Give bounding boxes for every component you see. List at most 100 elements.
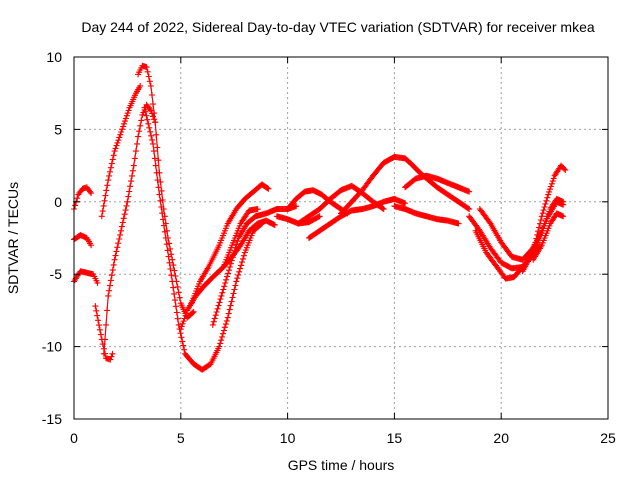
data-point xyxy=(153,169,160,176)
data-point xyxy=(213,309,220,315)
data-point xyxy=(215,302,222,309)
data-point xyxy=(264,185,271,192)
data-point xyxy=(129,167,136,174)
data-point xyxy=(466,188,473,195)
data-point xyxy=(110,261,117,268)
data-point xyxy=(104,182,111,189)
data-point xyxy=(224,273,231,280)
data-point xyxy=(107,356,114,363)
data-point xyxy=(108,160,115,167)
data-point xyxy=(538,213,545,220)
data-point xyxy=(172,297,178,304)
data-point xyxy=(168,272,175,279)
data-point xyxy=(254,206,261,213)
data-point xyxy=(539,210,546,217)
data-point xyxy=(228,298,235,305)
data-point xyxy=(182,312,189,319)
data-point xyxy=(137,122,144,129)
data-point xyxy=(560,198,567,205)
chart-title: Day 244 of 2022, Sidereal Day-to-day VTE… xyxy=(81,19,594,35)
data-point xyxy=(232,282,239,289)
data-layer xyxy=(71,62,569,373)
data-point xyxy=(114,139,121,146)
data-point xyxy=(562,166,569,173)
data-point xyxy=(117,131,124,138)
data-point xyxy=(102,192,109,199)
data-point xyxy=(402,200,409,207)
data-point xyxy=(74,195,81,202)
data-point xyxy=(234,275,241,282)
data-point xyxy=(177,326,184,333)
x-tick-label: 25 xyxy=(600,430,616,446)
data-point xyxy=(169,256,176,263)
data-point xyxy=(537,220,543,227)
data-point xyxy=(218,292,225,299)
data-point xyxy=(180,342,187,349)
data-point xyxy=(223,317,230,324)
plot-frame xyxy=(73,56,609,420)
data-point xyxy=(542,200,549,207)
data-point xyxy=(176,294,183,301)
data-point xyxy=(231,247,238,254)
data-point xyxy=(137,82,144,89)
data-point xyxy=(101,197,108,204)
data-point xyxy=(238,262,245,269)
data-point xyxy=(124,110,131,117)
data-point xyxy=(135,133,142,140)
data-point xyxy=(190,308,197,315)
data-point xyxy=(107,277,114,284)
data-point xyxy=(217,340,224,347)
data-point xyxy=(126,188,133,195)
y-axis-label: SDTVAR / TECUs xyxy=(5,182,21,294)
data-point xyxy=(316,213,323,220)
data-point xyxy=(112,252,119,259)
data-point xyxy=(179,338,186,345)
data-point xyxy=(107,164,114,171)
data-point xyxy=(455,220,462,227)
data-point xyxy=(536,224,542,231)
y-tick-label: 10 xyxy=(46,49,62,65)
data-point xyxy=(99,208,106,215)
data-point xyxy=(109,156,116,163)
data-point xyxy=(146,78,153,85)
data-point xyxy=(380,206,387,213)
series-line xyxy=(103,103,156,354)
data-point xyxy=(211,315,218,322)
data-point xyxy=(544,194,551,201)
data-point xyxy=(150,101,156,108)
series-track5 xyxy=(98,82,144,220)
data-point xyxy=(233,241,240,248)
data-point xyxy=(228,257,235,264)
data-point xyxy=(547,183,554,190)
data-point xyxy=(171,267,178,274)
data-point xyxy=(107,282,113,289)
series-track24 xyxy=(530,210,567,263)
data-point xyxy=(113,248,120,255)
data-point xyxy=(227,260,234,267)
data-point xyxy=(240,255,246,262)
data-point xyxy=(235,272,242,278)
data-point xyxy=(466,206,473,213)
data-point xyxy=(94,312,101,319)
data-point xyxy=(118,129,125,135)
data-point xyxy=(149,92,155,98)
data-point xyxy=(225,270,231,277)
data-point xyxy=(156,191,163,198)
data-point xyxy=(220,286,227,293)
data-point xyxy=(166,259,173,266)
data-point xyxy=(153,131,160,138)
data-point xyxy=(122,118,128,125)
data-point xyxy=(152,119,159,126)
data-point xyxy=(106,287,113,294)
data-point xyxy=(100,202,107,209)
data-point xyxy=(534,231,541,238)
y-tick-label: -5 xyxy=(50,266,63,282)
y-tick-label: 5 xyxy=(54,121,62,137)
data-point xyxy=(226,264,233,270)
data-point xyxy=(547,186,553,193)
data-point xyxy=(560,213,567,220)
data-point xyxy=(119,219,126,226)
data-point xyxy=(122,207,129,214)
data-point xyxy=(134,140,140,147)
data-point xyxy=(216,299,223,306)
